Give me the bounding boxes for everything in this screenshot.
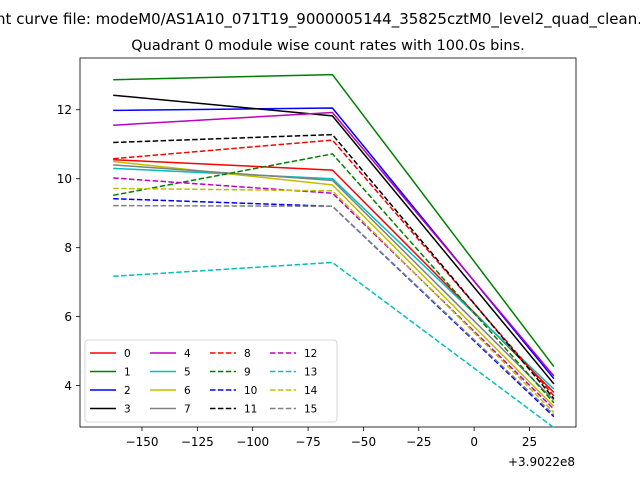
series-line-12 [113, 177, 555, 410]
legend-label-4: 4 [184, 348, 191, 360]
y-axis-ticks: 4 6 8 10 12 [57, 103, 80, 393]
y-tick-label: 8 [64, 241, 72, 255]
series-line-11 [113, 133, 555, 400]
legend-label-12: 12 [304, 348, 317, 360]
y-tick-label: 4 [64, 379, 72, 393]
legend-label-3: 3 [124, 404, 131, 416]
legend-label-15: 15 [304, 404, 317, 416]
series-lines [113, 73, 555, 429]
x-axis-offset-label: +3.9022e8 [508, 455, 575, 469]
legend-label-11: 11 [244, 404, 257, 416]
y-tick-label: 6 [64, 310, 72, 324]
plot-area-frame [79, 57, 577, 428]
y-tick-label: 10 [57, 172, 72, 186]
series-line-3 [113, 94, 555, 385]
series-line-14 [113, 187, 555, 414]
x-axis-ticks: −150 −125 −100 −75 −50 −25 0 25 [126, 427, 537, 449]
legend-label-1: 1 [124, 367, 131, 379]
legend-label-5: 5 [184, 367, 191, 379]
x-tick-label: −25 [406, 435, 431, 449]
legend-label-0: 0 [124, 348, 131, 360]
legend-label-2: 2 [124, 385, 131, 397]
series-line-7 [113, 164, 555, 401]
legend-label-9: 9 [244, 367, 251, 379]
x-tick-label: −75 [295, 435, 320, 449]
x-tick-label: 0 [470, 435, 478, 449]
legend-label-10: 10 [244, 385, 257, 397]
legend-box [84, 339, 338, 423]
series-line-1 [113, 73, 555, 368]
y-tick-label: 12 [57, 103, 72, 117]
legend-label-6: 6 [184, 385, 191, 397]
x-tick-label: −100 [236, 435, 269, 449]
chart-title: Quadrant 0 module wise count rates with … [131, 38, 525, 54]
x-tick-label: −50 [351, 435, 376, 449]
series-line-4 [113, 111, 555, 377]
legend-label-8: 8 [244, 348, 251, 360]
series-line-13 [113, 261, 555, 429]
series-line-6 [113, 160, 555, 407]
x-tick-label: 25 [522, 435, 537, 449]
legend-label-14: 14 [304, 385, 318, 397]
series-line-9 [113, 153, 555, 404]
legend-label-7: 7 [184, 404, 191, 416]
series-line-10 [113, 197, 555, 418]
legend-label-13: 13 [304, 367, 317, 379]
x-tick-label: −125 [181, 435, 214, 449]
series-line-15 [113, 204, 555, 416]
series-line-2 [113, 107, 555, 380]
chart-suptitle: Light curve file: modeM0/AS1A10_071T19_9… [0, 10, 640, 29]
x-tick-label: −150 [126, 435, 159, 449]
series-line-8 [113, 139, 555, 397]
